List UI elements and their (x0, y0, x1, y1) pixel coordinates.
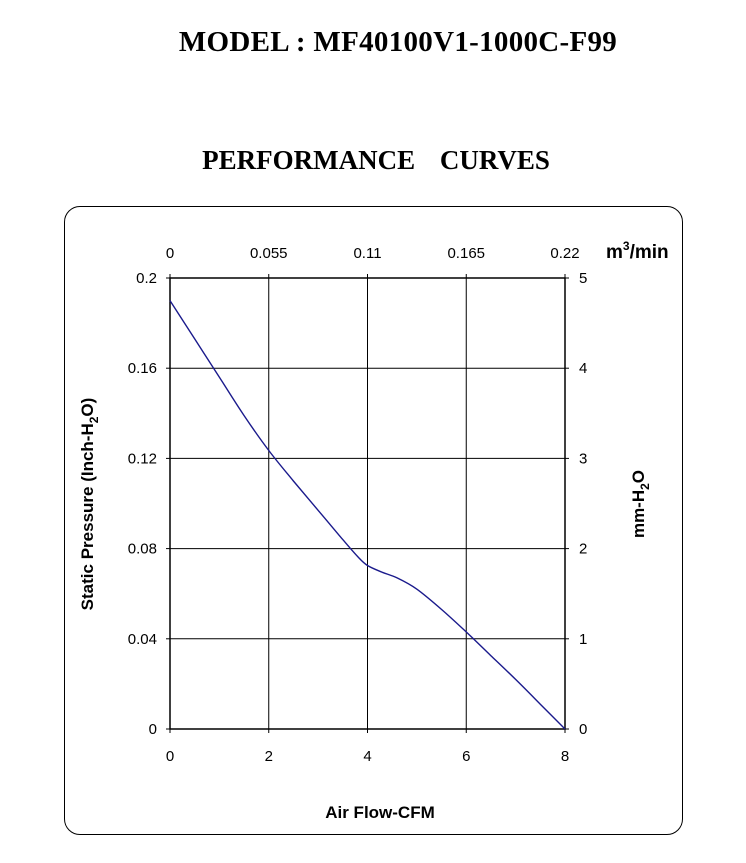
performance-curves-title: PERFORMANCE CURVES (202, 145, 550, 175)
chart-frame (64, 206, 683, 835)
y-tick-label: 0.04 (128, 631, 157, 648)
grid-lines (170, 278, 565, 729)
y-tick-label: 0.12 (128, 450, 157, 467)
y-tick-label: 0.2 (136, 270, 157, 287)
y-label-end: O) (78, 398, 97, 417)
y2-tick-label: 3 (579, 450, 587, 467)
x-tick-label: 6 (462, 748, 470, 765)
x2-tick-label: 0.11 (353, 245, 381, 262)
y-tick-label: 0.08 (128, 541, 157, 558)
x2-tick-label: 0.165 (447, 245, 485, 262)
x2-label-base: m (606, 242, 623, 263)
y2-axis-label: mm-H2O (629, 470, 652, 538)
axis-ticks (166, 274, 569, 733)
y2-tick-label: 2 (579, 541, 587, 558)
y-tick-label: 0 (149, 721, 157, 738)
y2-label-base: mm-H (629, 490, 648, 538)
y2-tick-label: 5 (579, 270, 587, 287)
y2-tick-label: 4 (579, 360, 587, 377)
y2-tick-label: 1 (579, 631, 587, 648)
x2-label-sup: 3 (623, 239, 630, 253)
x-tick-label: 8 (561, 748, 569, 765)
y-axis-label: Static Pressure (Inch-H2O) (78, 398, 101, 611)
x2-tick-label: 0.22 (550, 245, 579, 262)
x-tick-label: 4 (363, 748, 371, 765)
y2-label-sub: 2 (638, 483, 652, 490)
x2-label-end: /min (630, 242, 669, 263)
model-title: MODEL : MF40100V1-1000C-F99 (178, 26, 618, 58)
y-label-sub: 2 (87, 416, 101, 423)
y-tick-label: 0.16 (128, 360, 157, 377)
x-tick-label: 0 (166, 748, 174, 765)
y2-tick-label: 0 (579, 721, 587, 738)
series-line-static-pressure (169, 300, 566, 730)
y2-label-end: O (629, 470, 648, 483)
x-tick-label: 2 (265, 748, 273, 765)
x-axis-label: Air Flow-CFM (325, 803, 435, 822)
x2-tick-label: 0 (166, 245, 174, 262)
x2-axis-label: m3/min (606, 239, 669, 263)
y-label-base: Static Pressure (Inch-H (78, 423, 97, 610)
x2-tick-label: 0.055 (250, 245, 288, 262)
